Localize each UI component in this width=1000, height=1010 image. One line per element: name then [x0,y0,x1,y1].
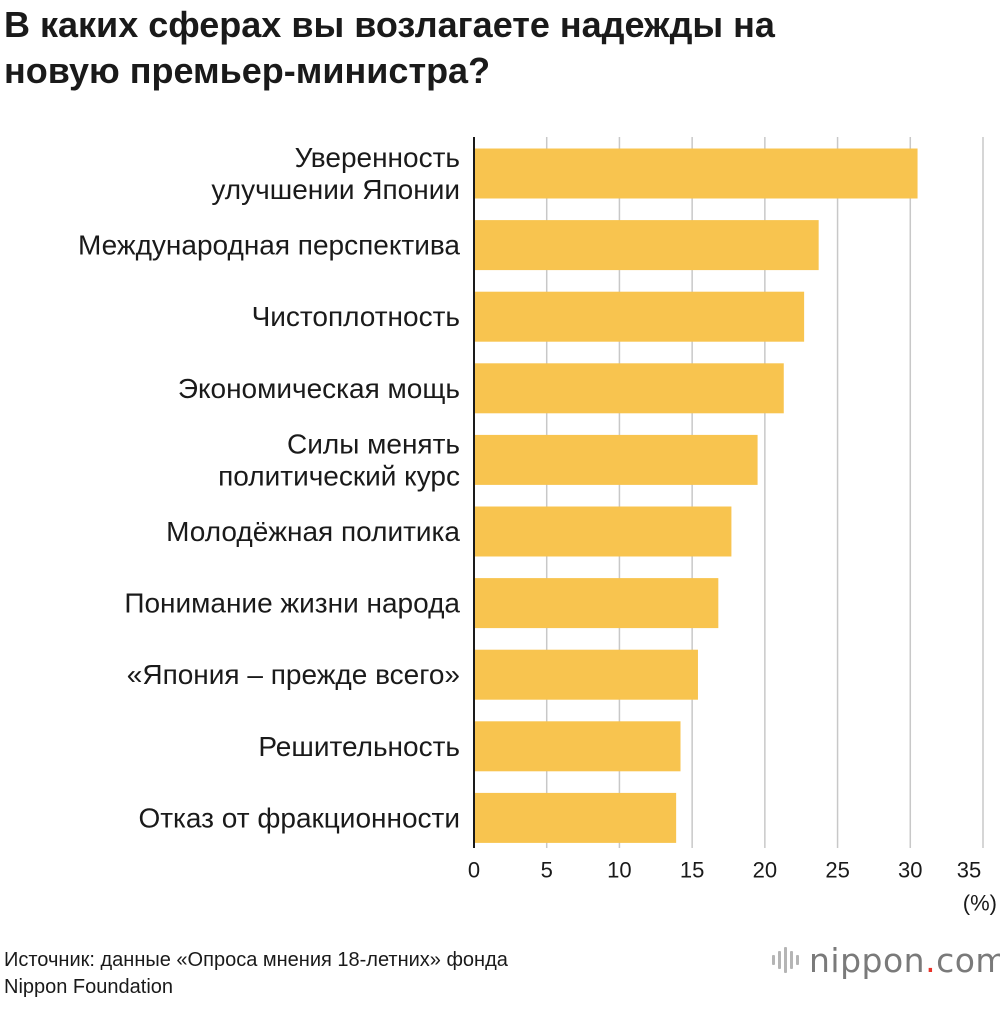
x-tick-label-10: 10 [607,858,631,883]
logo-dot: . [925,940,937,980]
chart-title-line-1: В каких сферах вы возлагаете надежды на [4,4,775,45]
bar-6 [474,506,732,557]
x-tick-label-35: 35 [957,858,981,883]
category-label-4: Экономическая мощь [178,373,460,404]
nippon-logo: nippon.com [772,938,1000,982]
source-line-2: Nippon Foundation [4,976,174,998]
bar-2 [474,220,819,271]
category-label-10: Отказ от фракционности [138,802,460,833]
category-label-5-line-2: политический курс [218,460,460,491]
nippon-wave-icon [772,947,799,973]
bar-1 [474,148,918,199]
x-tick-label-5: 5 [541,858,553,883]
bar-7 [474,578,719,629]
category-label-5-line-1: Силы менять [287,428,460,459]
category-label-8: «Япония – прежде всего» [127,659,460,690]
source-line-1: Источник: данные «Опроса мнения 18-летни… [4,949,508,971]
source-note: Источник: данные «Опроса мнения 18-летни… [4,947,508,1001]
category-label-7: Понимание жизни народа [124,588,460,619]
category-label-3: Чистоплотность [252,301,460,332]
category-label-9: Решительность [258,731,460,762]
bar-4 [474,363,784,414]
x-axis-unit-label: (%) [963,891,997,916]
category-label-6: Молодёжная политика [166,516,460,547]
bar-3 [474,291,805,342]
x-tick-label-25: 25 [825,858,849,883]
bar-5 [474,434,758,485]
bar-9 [474,721,681,772]
category-label-1-line-2: улучшении Японии [211,174,460,205]
chart-title-line-2: новую премьер-министра? [4,50,491,91]
category-label-2: Международная перспектива [78,230,460,261]
bar-8 [474,649,698,700]
x-tick-label-20: 20 [753,858,777,883]
x-tick-label-30: 30 [898,858,922,883]
bar-10 [474,792,677,843]
logo-text: nippon.com [809,940,1000,980]
chart-title: В каких сферах вы возлагаете надежды на … [4,2,994,94]
category-label-1-line-1: Уверенность [295,142,460,173]
x-tick-label-0: 0 [468,858,480,883]
x-tick-label-15: 15 [680,858,704,883]
